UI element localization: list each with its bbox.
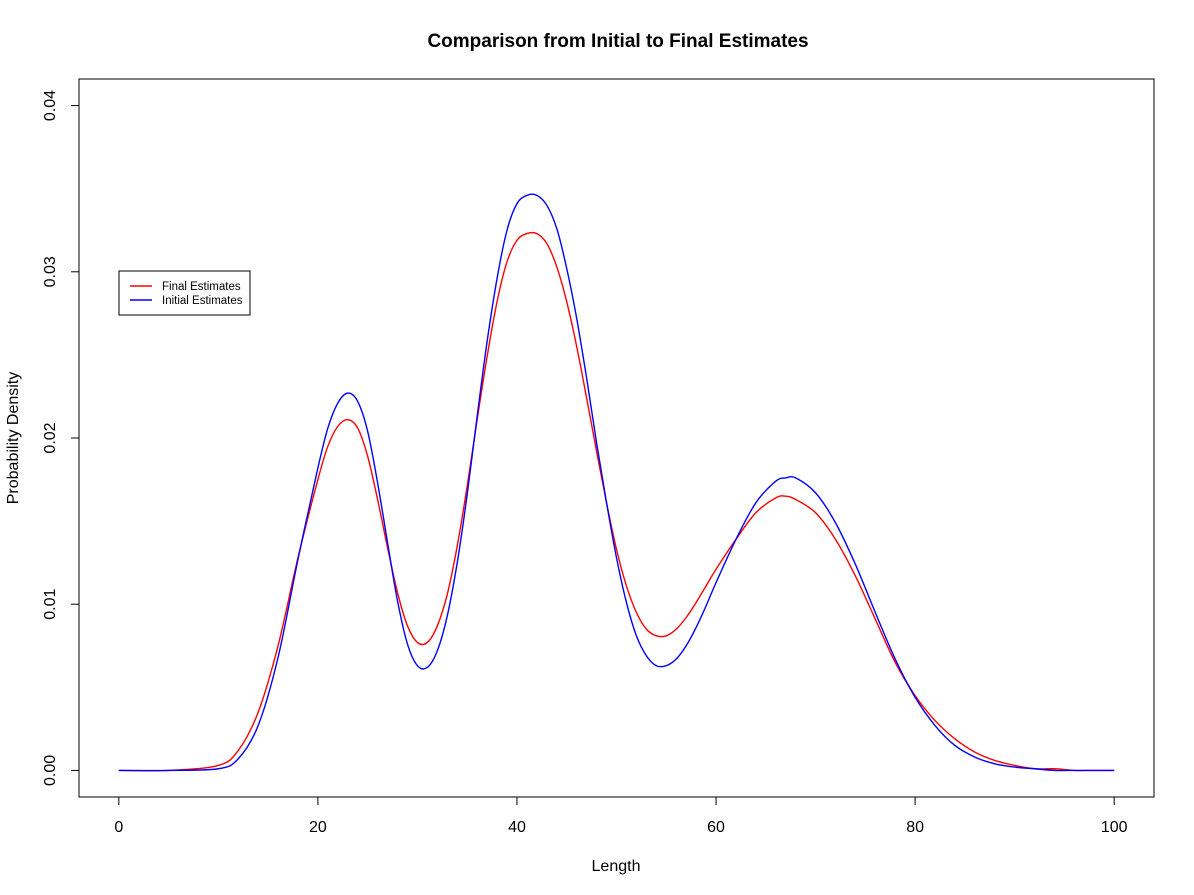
y-tick-label: 0.03 bbox=[42, 256, 59, 287]
x-tick-label: 40 bbox=[508, 819, 526, 836]
x-tick-label: 20 bbox=[309, 819, 327, 836]
legend-label: Final Estimates bbox=[162, 281, 241, 293]
series-line-initial-estimates bbox=[118, 193, 1115, 772]
plot-frame bbox=[78, 78, 1155, 798]
y-tick-label: 0.04 bbox=[42, 90, 59, 121]
legend-box bbox=[118, 270, 251, 316]
y-tick-label: 0.00 bbox=[42, 755, 59, 786]
x-axis-label: Length bbox=[592, 858, 641, 875]
y-tick-label: 0.01 bbox=[42, 589, 59, 620]
x-axis: 0 20 40 60 80 100 bbox=[114, 796, 1128, 836]
x-tick-label: 80 bbox=[906, 819, 924, 836]
y-axis: 0.00 0.01 0.02 0.03 0.04 bbox=[42, 90, 80, 786]
y-axis-label: Probability Density bbox=[5, 372, 22, 505]
legend: Final Estimates Initial Estimates bbox=[118, 270, 251, 316]
x-tick-label: 100 bbox=[1101, 819, 1128, 836]
series-line-final-estimates bbox=[118, 231, 1115, 772]
x-tick-label: 60 bbox=[707, 819, 725, 836]
chart-title: Comparison from Initial to Final Estimat… bbox=[427, 31, 808, 52]
x-tick-label: 0 bbox=[114, 819, 123, 836]
y-tick-label: 0.02 bbox=[42, 422, 59, 453]
legend-label: Initial Estimates bbox=[162, 295, 243, 307]
series-lines bbox=[118, 193, 1115, 772]
